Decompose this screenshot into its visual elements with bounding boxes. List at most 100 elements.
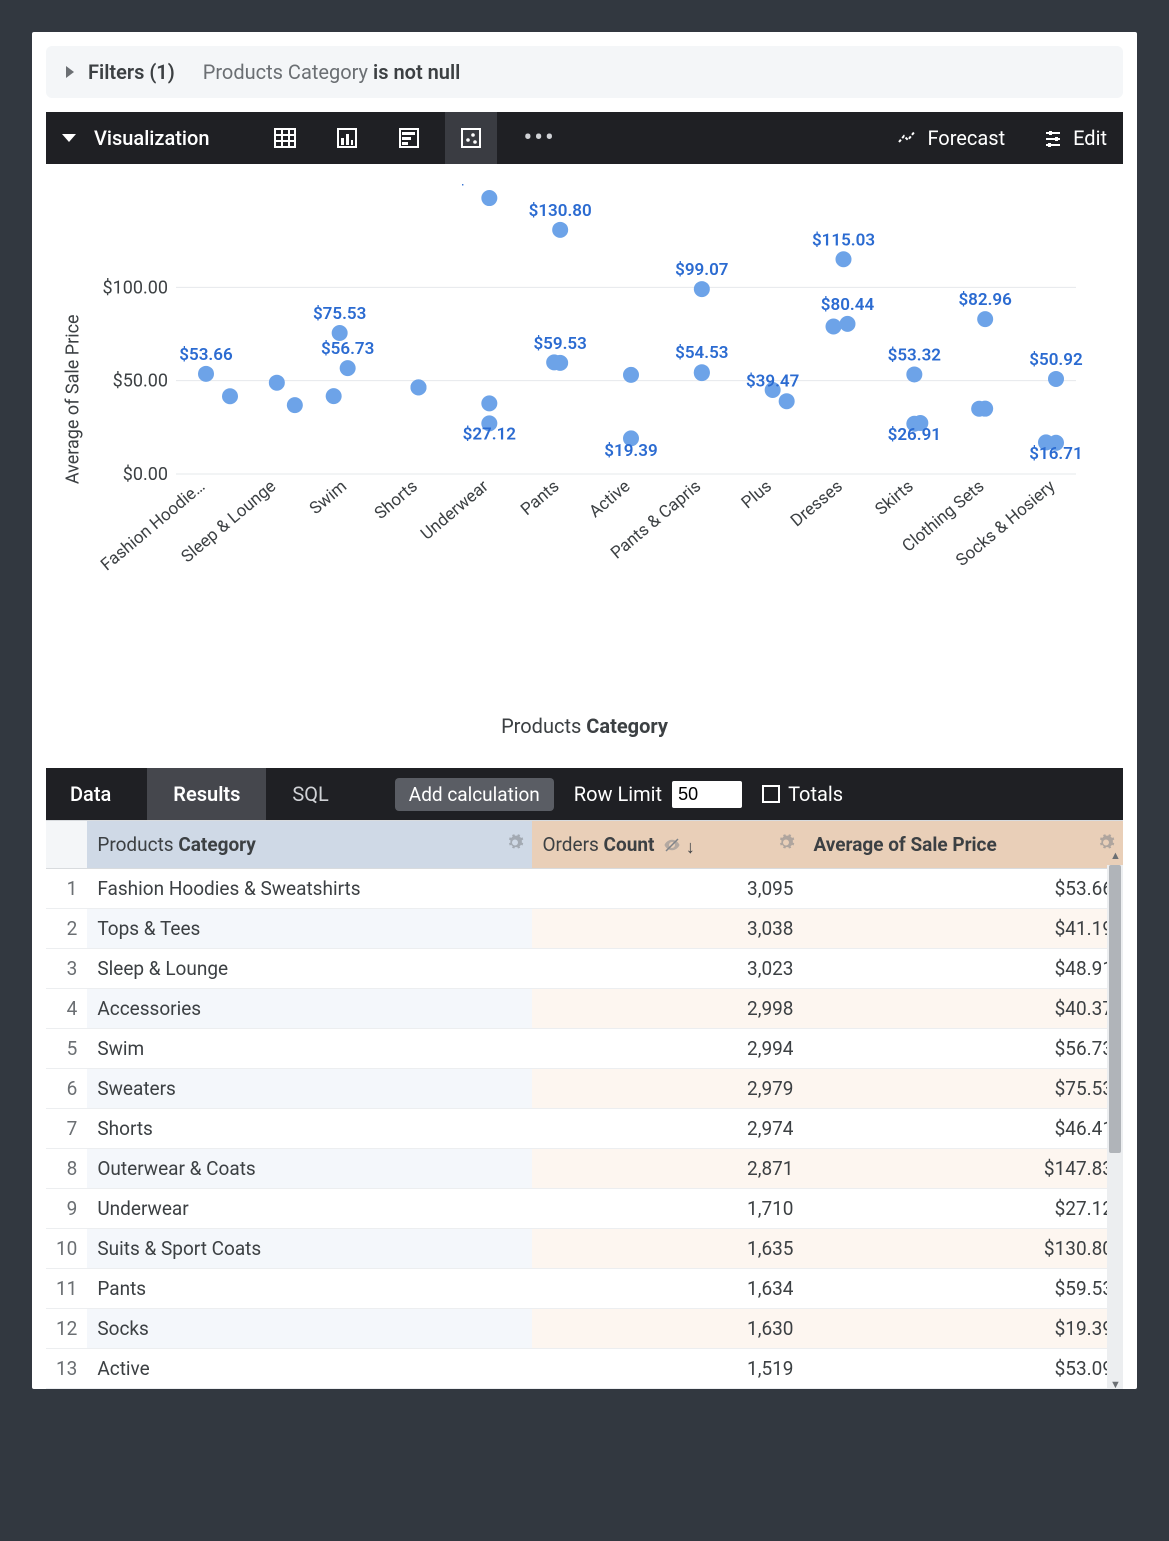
- gear-icon[interactable]: [777, 833, 795, 856]
- table-row[interactable]: 6Sweaters2,979$75.53: [46, 1069, 1123, 1109]
- rownum-cell: 5: [46, 1029, 87, 1069]
- rownum-cell: 3: [46, 949, 87, 989]
- svg-text:$53.66: $53.66: [179, 345, 233, 365]
- tab-sql[interactable]: SQL: [266, 768, 354, 820]
- svg-text:$50.00: $50.00: [113, 371, 168, 392]
- x-axis-title: Products Category: [46, 714, 1123, 738]
- cell: Shorts: [87, 1109, 532, 1149]
- viz-type-scatter-button[interactable]: [445, 112, 497, 164]
- cell: 2,998: [532, 989, 803, 1029]
- viz-type-bar-button[interactable]: [383, 112, 435, 164]
- rownum-cell: 9: [46, 1189, 87, 1229]
- svg-text:Active: Active: [585, 477, 634, 522]
- collapse-down-icon[interactable]: [62, 134, 76, 142]
- table-row[interactable]: 4Accessories2,998$40.37: [46, 989, 1123, 1029]
- svg-text:$0.00: $0.00: [123, 464, 168, 485]
- svg-text:$130.80: $130.80: [529, 201, 592, 221]
- column-header[interactable]: Average of Sale Price: [803, 821, 1123, 869]
- cell: $27.12: [803, 1189, 1123, 1229]
- svg-text:Shorts: Shorts: [371, 477, 422, 524]
- table-row[interactable]: 11Pants1,634$59.53: [46, 1269, 1123, 1309]
- rownum-cell: 8: [46, 1149, 87, 1189]
- tab-results[interactable]: Results: [147, 768, 266, 820]
- scrollbar-thumb[interactable]: [1109, 865, 1121, 1153]
- rownum-cell: 13: [46, 1349, 87, 1389]
- table-row[interactable]: 7Shorts2,974$46.41: [46, 1109, 1123, 1149]
- column-header[interactable]: Orders Count ↓: [532, 821, 803, 869]
- svg-text:$53.32: $53.32: [888, 345, 942, 365]
- row-limit-label: Row Limit: [574, 782, 662, 806]
- row-limit-input[interactable]: [672, 781, 742, 808]
- table-row[interactable]: 13Active1,519$53.09: [46, 1349, 1123, 1389]
- svg-text:Dresses: Dresses: [787, 477, 847, 532]
- table-row[interactable]: 10Suits & Sport Coats1,635$130.80: [46, 1229, 1123, 1269]
- viz-more-button[interactable]: •••: [507, 123, 571, 153]
- svg-text:$115.03: $115.03: [812, 230, 875, 250]
- scatter-chart: Average of Sale Price $0.00$50.00$100.00…: [46, 164, 1123, 664]
- visualization-title: Visualization: [94, 126, 209, 150]
- rownum-cell: 4: [46, 989, 87, 1029]
- add-calculation-button[interactable]: Add calculation: [395, 778, 554, 811]
- edit-viz-button[interactable]: Edit: [1043, 126, 1107, 150]
- svg-text:Underwear: Underwear: [417, 476, 493, 544]
- cell: $59.53: [803, 1269, 1123, 1309]
- svg-text:$75.53: $75.53: [313, 304, 366, 324]
- gear-icon[interactable]: [506, 833, 524, 856]
- table-row[interactable]: 8Outerwear & Coats2,871$147.83: [46, 1149, 1123, 1189]
- cell: $46.41: [803, 1109, 1123, 1149]
- cell: Underwear: [87, 1189, 532, 1229]
- svg-text:$16.71: $16.71: [1029, 444, 1082, 464]
- scroll-up-icon: ▲: [1110, 849, 1121, 862]
- row-limit-control: Row Limit: [574, 781, 742, 808]
- cell: Sleep & Lounge: [87, 949, 532, 989]
- forecast-icon: [897, 128, 917, 148]
- cell: Socks: [87, 1309, 532, 1349]
- rownum-cell: 11: [46, 1269, 87, 1309]
- table-row[interactable]: 2Tops & Tees3,038$41.19: [46, 909, 1123, 949]
- viz-type-column-button[interactable]: [321, 112, 373, 164]
- svg-text:$50.92: $50.92: [1029, 350, 1083, 370]
- sort-desc-icon: ↓: [686, 837, 695, 858]
- rownum-cell: 6: [46, 1069, 87, 1109]
- filters-label: Filters (1): [88, 60, 175, 84]
- cell: $53.66: [803, 869, 1123, 909]
- cell: 2,871: [532, 1149, 803, 1189]
- forecast-button[interactable]: Forecast: [897, 126, 1005, 150]
- explore-panel: Filters (1) Products Category is not nul…: [32, 32, 1137, 1389]
- column-header[interactable]: [46, 821, 87, 869]
- svg-text:Skirts: Skirts: [871, 477, 917, 520]
- svg-text:Plus: Plus: [738, 477, 776, 514]
- viz-type-table-button[interactable]: [259, 112, 311, 164]
- svg-text:$39.47: $39.47: [746, 371, 799, 391]
- cell: 3,038: [532, 909, 803, 949]
- column-header[interactable]: Products Category: [87, 821, 532, 869]
- cell: $40.37: [803, 989, 1123, 1029]
- table-row[interactable]: 9Underwear1,710$27.12: [46, 1189, 1123, 1229]
- cell: $75.53: [803, 1069, 1123, 1109]
- data-table: Products CategoryOrders Count ↓Average o…: [46, 821, 1123, 1389]
- scroll-down-icon: ▼: [1110, 1378, 1121, 1391]
- cell: $48.91: [803, 949, 1123, 989]
- cell: $130.80: [803, 1229, 1123, 1269]
- svg-text:$56.73: $56.73: [321, 339, 374, 359]
- table-row[interactable]: 12Socks1,630$19.39: [46, 1309, 1123, 1349]
- svg-text:$99.07: $99.07: [675, 260, 728, 280]
- cell: 1,630: [532, 1309, 803, 1349]
- cell: Active: [87, 1349, 532, 1389]
- settings-sliders-icon: [1043, 128, 1063, 148]
- filters-bar[interactable]: Filters (1) Products Category is not nul…: [46, 46, 1123, 98]
- table-row[interactable]: 1Fashion Hoodies & Sweatshirts3,095$53.6…: [46, 869, 1123, 909]
- svg-text:$19.39: $19.39: [604, 441, 657, 461]
- rownum-cell: 1: [46, 869, 87, 909]
- checkbox-icon: [762, 785, 780, 803]
- table-row[interactable]: 3Sleep & Lounge3,023$48.91: [46, 949, 1123, 989]
- cell: 1,519: [532, 1349, 803, 1389]
- svg-text:$27.12: $27.12: [463, 424, 517, 444]
- cell: 3,095: [532, 869, 803, 909]
- cell: $19.39: [803, 1309, 1123, 1349]
- scrollbar[interactable]: ▲ ▼: [1107, 865, 1123, 1389]
- totals-toggle[interactable]: Totals: [762, 782, 843, 806]
- svg-text:$82.96: $82.96: [958, 290, 1012, 310]
- table-row[interactable]: 5Swim2,994$56.73: [46, 1029, 1123, 1069]
- cell: Sweaters: [87, 1069, 532, 1109]
